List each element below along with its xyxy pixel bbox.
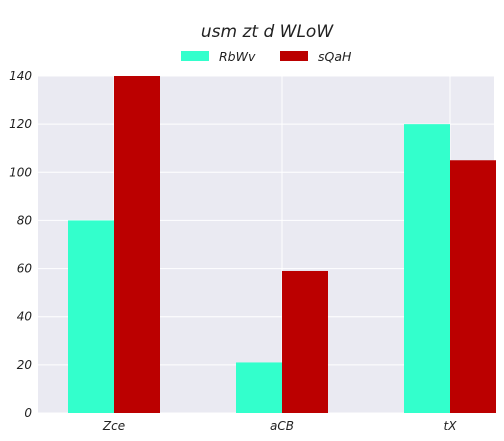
bar-sqah-tx <box>450 160 496 413</box>
x-axis: Zce aCB tX <box>102 419 457 433</box>
y-tick-label-20: 20 <box>17 358 33 372</box>
y-tick-label-100: 100 <box>9 165 32 179</box>
bar-sqah-acb <box>282 270 328 413</box>
y-tick-label-140: 140 <box>9 69 32 83</box>
bar-sqah-zce <box>114 76 160 413</box>
y-tick-label-40: 40 <box>17 310 33 324</box>
plot-area <box>38 75 496 414</box>
y-tick-label-120: 120 <box>9 117 32 131</box>
y-tick-label-60: 60 <box>17 262 33 276</box>
bar-rbwv-zce <box>68 220 114 413</box>
y-axis: 0 20 40 60 80 100 120 140 <box>9 69 32 420</box>
legend-swatch-rbwv <box>181 51 209 61</box>
chart-title: usm zt d WLoW <box>201 22 334 42</box>
y-tick-label-0: 0 <box>24 406 32 420</box>
legend-swatch-sqah <box>280 51 308 61</box>
legend-label-sqah: sQaH <box>318 49 352 64</box>
x-tick-label-tx: tX <box>444 419 458 433</box>
bar-rbwv-tx <box>404 124 450 414</box>
y-tick-label-80: 80 <box>17 213 33 227</box>
bar-rbwv-acb <box>236 362 282 413</box>
x-tick-label-acb: aCB <box>270 419 294 433</box>
x-tick-label-zce: Zce <box>102 419 125 433</box>
bars <box>68 76 496 414</box>
legend-label-rbwv: RbWv <box>219 49 256 64</box>
legend: RbWv sQaH <box>181 49 352 64</box>
